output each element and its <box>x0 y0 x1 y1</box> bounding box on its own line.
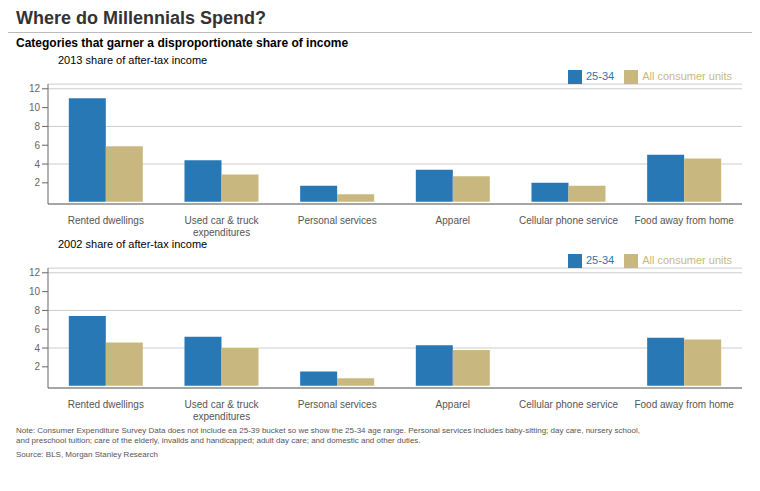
svg-text:Food away from home: Food away from home <box>634 215 734 226</box>
svg-text:10: 10 <box>29 286 41 297</box>
svg-text:12: 12 <box>29 267 41 278</box>
html-text:Categories that garner a dispr: Categories that garner a disproportionat… <box>16 36 349 50</box>
svg-text:Cellular phone service: Cellular phone service <box>519 399 618 410</box>
html-text:25-34: 25-34 <box>586 254 615 266</box>
html-text:2002 share of after-tax income: 2002 share of after-tax income <box>58 238 208 250</box>
svg-text:2: 2 <box>34 361 40 372</box>
svg-text:Used car & truckexpenditures: Used car & truckexpenditures <box>185 215 260 238</box>
svg-text:6: 6 <box>34 324 40 335</box>
html-text:25-34: 25-34 <box>586 70 615 82</box>
svg-text:4: 4 <box>34 343 40 354</box>
svg-text:Apparel: Apparel <box>436 215 470 226</box>
html-text:Note: Consumer Expenditure Sur: Note: Consumer Expenditure Survey Data d… <box>16 426 640 445</box>
svg-text:Used car & truckexpenditures: Used car & truckexpenditures <box>185 399 260 422</box>
svg-text:Apparel: Apparel <box>436 399 470 410</box>
svg-text:2: 2 <box>34 177 40 188</box>
html-text:Source: BLS, Morgan Stanley Re: Source: BLS, Morgan Stanley Research <box>16 450 158 459</box>
svg-text:10: 10 <box>29 102 41 113</box>
html-text:All consumer units: All consumer units <box>642 254 732 266</box>
svg-text:Personal services: Personal services <box>298 399 377 410</box>
svg-text:Rented dwellings: Rented dwellings <box>68 215 144 226</box>
svg-text:Cellular phone service: Cellular phone service <box>519 215 618 226</box>
html-text:2013 share of after-tax income: 2013 share of after-tax income <box>58 54 208 66</box>
svg-text:Rented dwellings: Rented dwellings <box>68 399 144 410</box>
svg-text:8: 8 <box>34 305 40 316</box>
svg-text:6: 6 <box>34 140 40 151</box>
svg-text:Food away from home: Food away from home <box>634 399 734 410</box>
html-text:Where do Millennials Spend?: Where do Millennials Spend? <box>16 8 266 28</box>
svg-text:Personal services: Personal services <box>298 215 377 226</box>
svg-text:4: 4 <box>34 159 40 170</box>
svg-text:12: 12 <box>29 83 41 94</box>
html-text:All consumer units: All consumer units <box>642 70 732 82</box>
svg-text:8: 8 <box>34 121 40 132</box>
